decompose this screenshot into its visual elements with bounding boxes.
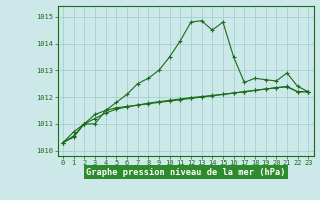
X-axis label: Graphe pression niveau de la mer (hPa): Graphe pression niveau de la mer (hPa) bbox=[86, 168, 285, 177]
